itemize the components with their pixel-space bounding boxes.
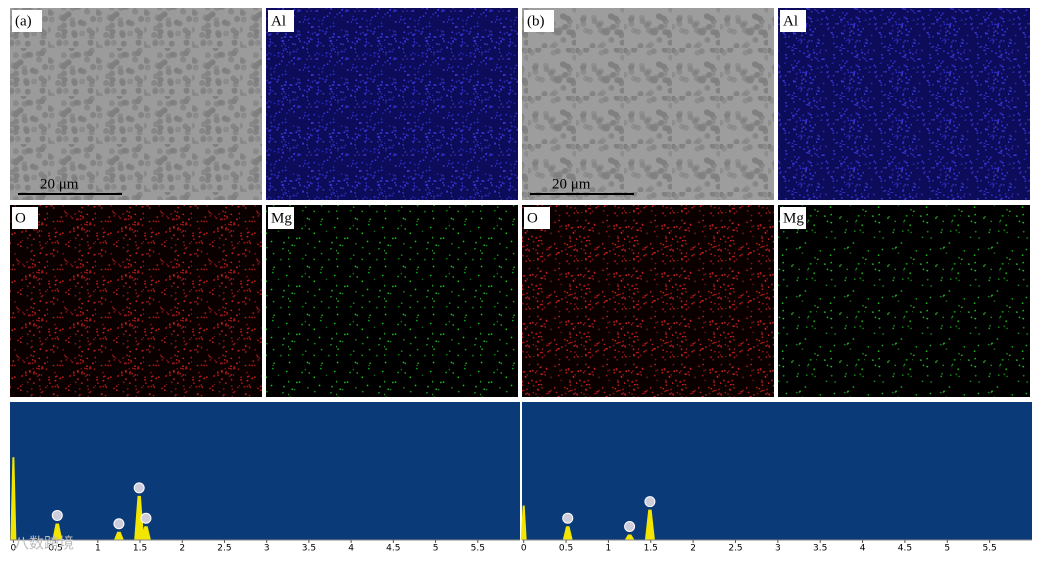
scale-bar-label: 20 μm: [552, 176, 591, 192]
x-tick-label: 4.5: [898, 544, 912, 554]
peak-marker: [562, 512, 574, 524]
label-box: [12, 10, 42, 32]
x-tick-label: 4: [860, 544, 866, 554]
peak-marker: [113, 518, 125, 530]
peak: [134, 495, 145, 540]
label-box: [780, 207, 806, 229]
x-tick-label: 5.5: [471, 544, 485, 554]
map-label: O: [527, 210, 538, 226]
element-map: [778, 8, 1030, 200]
peak: [113, 531, 124, 540]
element-map: [266, 8, 518, 200]
x-tick-label: 1: [95, 544, 101, 554]
x-tick-label: 2: [179, 544, 185, 554]
label-box: [524, 207, 550, 229]
peak: [52, 523, 63, 540]
spectrum-bg: [522, 402, 1032, 540]
peak: [562, 526, 573, 540]
x-tick-label: 4: [348, 544, 354, 554]
peak: [624, 534, 635, 540]
map-label: Al: [783, 13, 798, 29]
x-tick-label: 0.5: [559, 544, 573, 554]
peak: [520, 505, 527, 540]
x-tick-label: 2.5: [728, 544, 742, 554]
sem-image: [10, 8, 262, 200]
label-box: [780, 10, 806, 32]
sem-image: [522, 8, 774, 200]
element-map: [778, 205, 1030, 397]
panel-label: (b): [527, 13, 545, 29]
x-tick-label: 3.5: [813, 544, 827, 554]
x-tick-label: 3: [264, 544, 270, 554]
scale-bar-label: 20 μm: [40, 176, 79, 192]
map-label: Al: [271, 13, 286, 29]
x-tick-label: 3.5: [302, 544, 316, 554]
peak: [140, 526, 151, 540]
x-tick-label: 2: [690, 544, 696, 554]
x-tick-label: 0: [521, 544, 527, 554]
x-tick-label: 1.5: [133, 544, 147, 554]
peak-marker: [644, 496, 656, 508]
x-tick-label: 5: [944, 544, 950, 554]
peak-marker: [624, 520, 636, 532]
x-tick-label: 0: [11, 544, 17, 554]
label-box: [268, 207, 294, 229]
element-map: [10, 205, 262, 397]
x-tick-label: 1.5: [644, 544, 658, 554]
element-map: [522, 205, 774, 397]
map-label: Mg: [271, 210, 292, 226]
panel-label: (a): [15, 13, 32, 29]
peak-marker: [133, 482, 145, 494]
map-label: O: [15, 210, 26, 226]
x-tick-label: 4.5: [386, 544, 400, 554]
spectrum-bg: [10, 402, 520, 540]
x-tick-label: 5: [433, 544, 439, 554]
x-tick-label: 1: [606, 544, 612, 554]
peak-marker: [140, 512, 152, 524]
element-map: [266, 205, 518, 397]
label-box: [12, 207, 38, 229]
label-box: [524, 10, 554, 32]
peak-marker: [51, 509, 63, 521]
label-box: [268, 10, 294, 32]
watermark: 八数跨境: [14, 534, 74, 552]
peak: [10, 457, 17, 540]
map-label: Mg: [783, 210, 804, 226]
x-tick-label: 5.5: [982, 544, 996, 554]
x-tick-label: 0.5: [48, 544, 62, 554]
x-tick-label: 2.5: [217, 544, 231, 554]
x-tick-label: 3: [775, 544, 781, 554]
peak: [644, 509, 655, 540]
